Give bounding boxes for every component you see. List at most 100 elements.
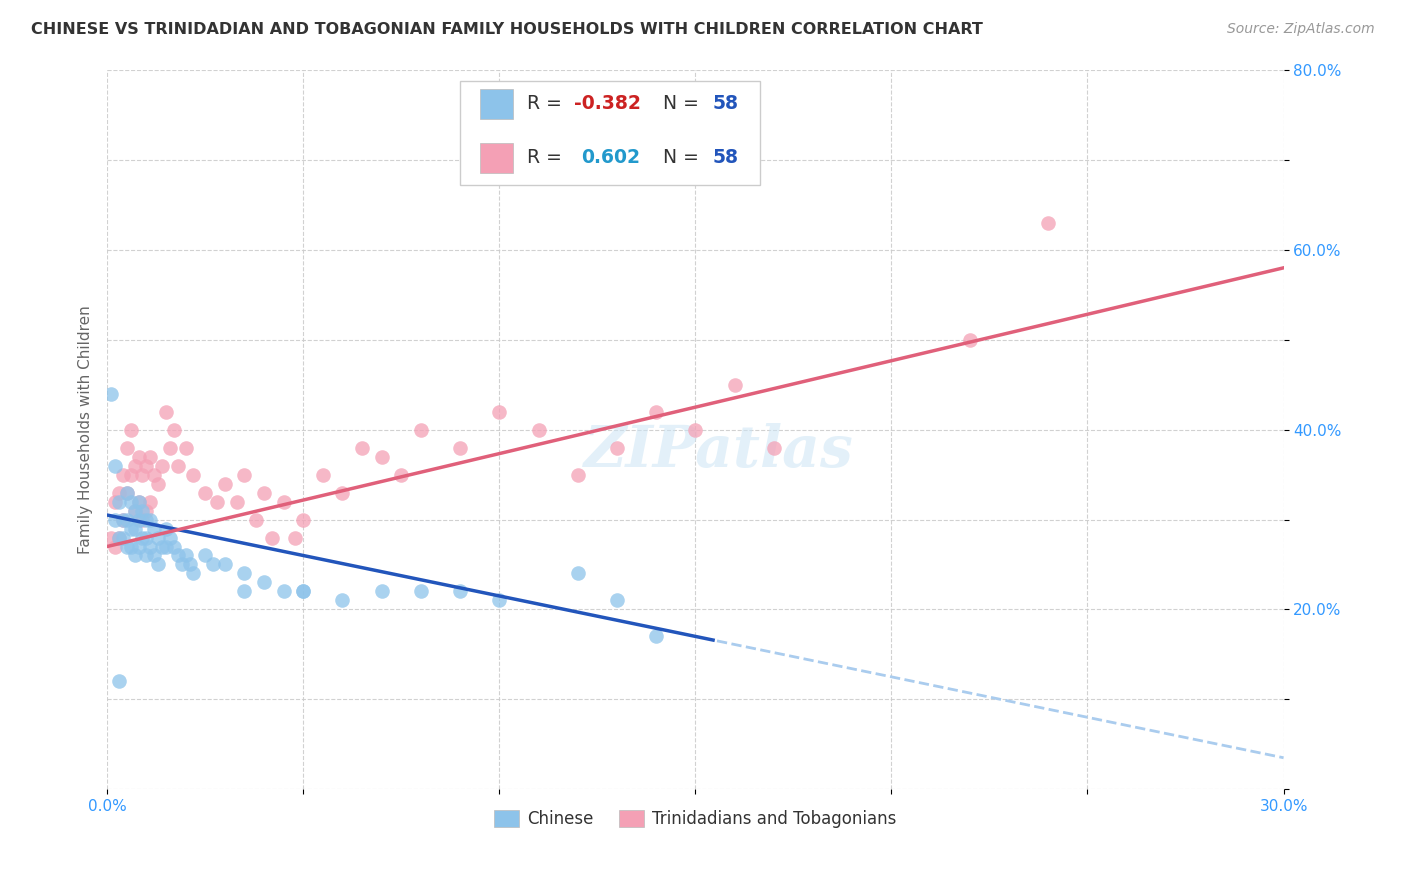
Point: [409, 584, 432, 599]
Point: [150, 540, 173, 554]
Point: [139, 450, 162, 464]
Point: [567, 467, 589, 482]
Text: Source: ZipAtlas.com: Source: ZipAtlas.com: [1227, 22, 1375, 37]
Point: [292, 512, 315, 526]
Point: [488, 405, 510, 419]
Point: [120, 423, 142, 437]
Point: [111, 512, 134, 526]
Point: [606, 593, 628, 607]
Point: [108, 494, 131, 508]
Point: [332, 593, 354, 607]
Point: [131, 531, 153, 545]
Text: -0.382: -0.382: [574, 95, 641, 113]
Point: [762, 441, 785, 455]
Point: [120, 522, 142, 536]
Point: [143, 549, 166, 563]
Point: [159, 531, 181, 545]
Point: [389, 467, 412, 482]
Point: [202, 558, 225, 572]
Point: [645, 629, 668, 643]
Point: [135, 458, 157, 473]
Y-axis label: Family Households with Children: Family Households with Children: [79, 305, 93, 554]
FancyBboxPatch shape: [479, 143, 513, 173]
Point: [135, 503, 157, 517]
Point: [108, 674, 131, 689]
Point: [1038, 216, 1060, 230]
Text: ZIPatlas: ZIPatlas: [583, 423, 853, 480]
Point: [128, 450, 150, 464]
Point: [111, 467, 134, 482]
Point: [131, 503, 153, 517]
Point: [150, 458, 173, 473]
Point: [449, 441, 471, 455]
Point: [183, 566, 205, 581]
Point: [155, 540, 177, 554]
Point: [284, 531, 307, 545]
Point: [527, 423, 550, 437]
Point: [104, 494, 127, 508]
Point: [128, 512, 150, 526]
Point: [124, 503, 146, 517]
Legend: Chinese, Trinidadians and Tobagonians: Chinese, Trinidadians and Tobagonians: [488, 804, 903, 835]
Point: [174, 441, 197, 455]
Point: [233, 566, 256, 581]
Point: [567, 566, 589, 581]
Point: [170, 558, 193, 572]
Point: [370, 584, 392, 599]
Point: [124, 549, 146, 563]
Point: [312, 467, 335, 482]
Point: [115, 485, 138, 500]
Point: [115, 540, 138, 554]
Point: [233, 584, 256, 599]
Point: [959, 333, 981, 347]
Text: R =: R =: [527, 95, 568, 113]
Point: [214, 558, 236, 572]
Point: [135, 549, 157, 563]
Point: [135, 531, 157, 545]
Point: [146, 531, 169, 545]
Point: [245, 512, 267, 526]
Point: [194, 549, 217, 563]
Text: R =: R =: [527, 148, 574, 168]
Point: [111, 512, 134, 526]
Point: [124, 522, 146, 536]
Point: [332, 485, 354, 500]
Point: [370, 450, 392, 464]
Point: [352, 441, 374, 455]
FancyBboxPatch shape: [460, 81, 761, 186]
Point: [183, 467, 205, 482]
Point: [131, 512, 153, 526]
FancyBboxPatch shape: [479, 89, 513, 119]
Point: [115, 512, 138, 526]
Point: [108, 531, 131, 545]
Point: [100, 386, 122, 401]
Point: [194, 485, 217, 500]
Point: [135, 512, 157, 526]
Point: [124, 503, 146, 517]
Point: [225, 494, 247, 508]
Text: CHINESE VS TRINIDADIAN AND TOBAGONIAN FAMILY HOUSEHOLDS WITH CHILDREN CORRELATIO: CHINESE VS TRINIDADIAN AND TOBAGONIAN FA…: [31, 22, 983, 37]
Point: [253, 575, 276, 590]
Point: [166, 549, 188, 563]
Point: [128, 494, 150, 508]
Point: [273, 584, 295, 599]
Point: [104, 512, 127, 526]
Point: [159, 441, 181, 455]
Point: [139, 512, 162, 526]
Point: [260, 531, 283, 545]
Point: [124, 458, 146, 473]
Point: [645, 405, 668, 419]
Point: [120, 494, 142, 508]
Point: [163, 540, 186, 554]
Point: [146, 558, 169, 572]
Point: [273, 494, 295, 508]
Point: [155, 522, 177, 536]
Text: N =: N =: [651, 148, 704, 168]
Point: [449, 584, 471, 599]
Point: [174, 549, 197, 563]
Point: [214, 476, 236, 491]
Text: 0.602: 0.602: [581, 148, 640, 168]
Point: [108, 485, 131, 500]
Point: [143, 467, 166, 482]
Point: [488, 593, 510, 607]
